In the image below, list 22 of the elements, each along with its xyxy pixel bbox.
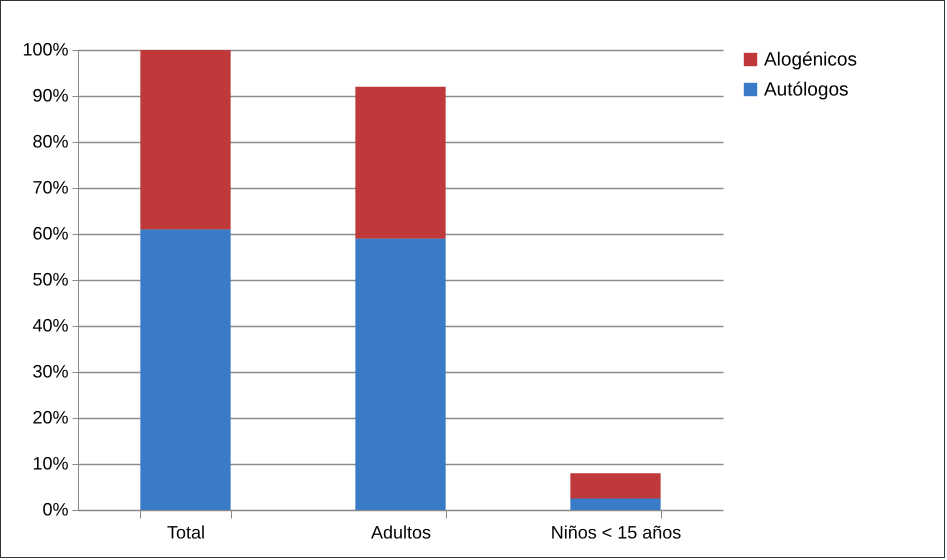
bar — [570, 498, 661, 510]
bar — [355, 86, 446, 239]
x-tick-label: Adultos — [370, 522, 432, 542]
y-tick-label: 80% — [32, 132, 68, 152]
y-tick-label: 50% — [32, 270, 68, 290]
y-tick-label: 100% — [22, 40, 68, 60]
bar — [140, 50, 231, 230]
y-tick-label: 0% — [42, 500, 68, 520]
legend-label: Autólogos — [764, 80, 849, 100]
y-tick-label: 70% — [32, 178, 68, 198]
y-tick-label: 20% — [32, 408, 68, 428]
y-tick-label: 30% — [32, 362, 68, 382]
y-tick-label: 60% — [32, 224, 68, 244]
x-tick-label: Total — [166, 522, 206, 542]
bar — [140, 229, 231, 510]
bar — [355, 238, 446, 510]
y-tick-label: 90% — [32, 86, 68, 106]
bar — [570, 473, 661, 498]
legend-label: Alogénicos — [764, 50, 857, 70]
y-tick-label: 40% — [32, 316, 68, 336]
x-tick-label: Niños < 15 años — [550, 522, 682, 542]
y-tick-label: 10% — [32, 454, 68, 474]
